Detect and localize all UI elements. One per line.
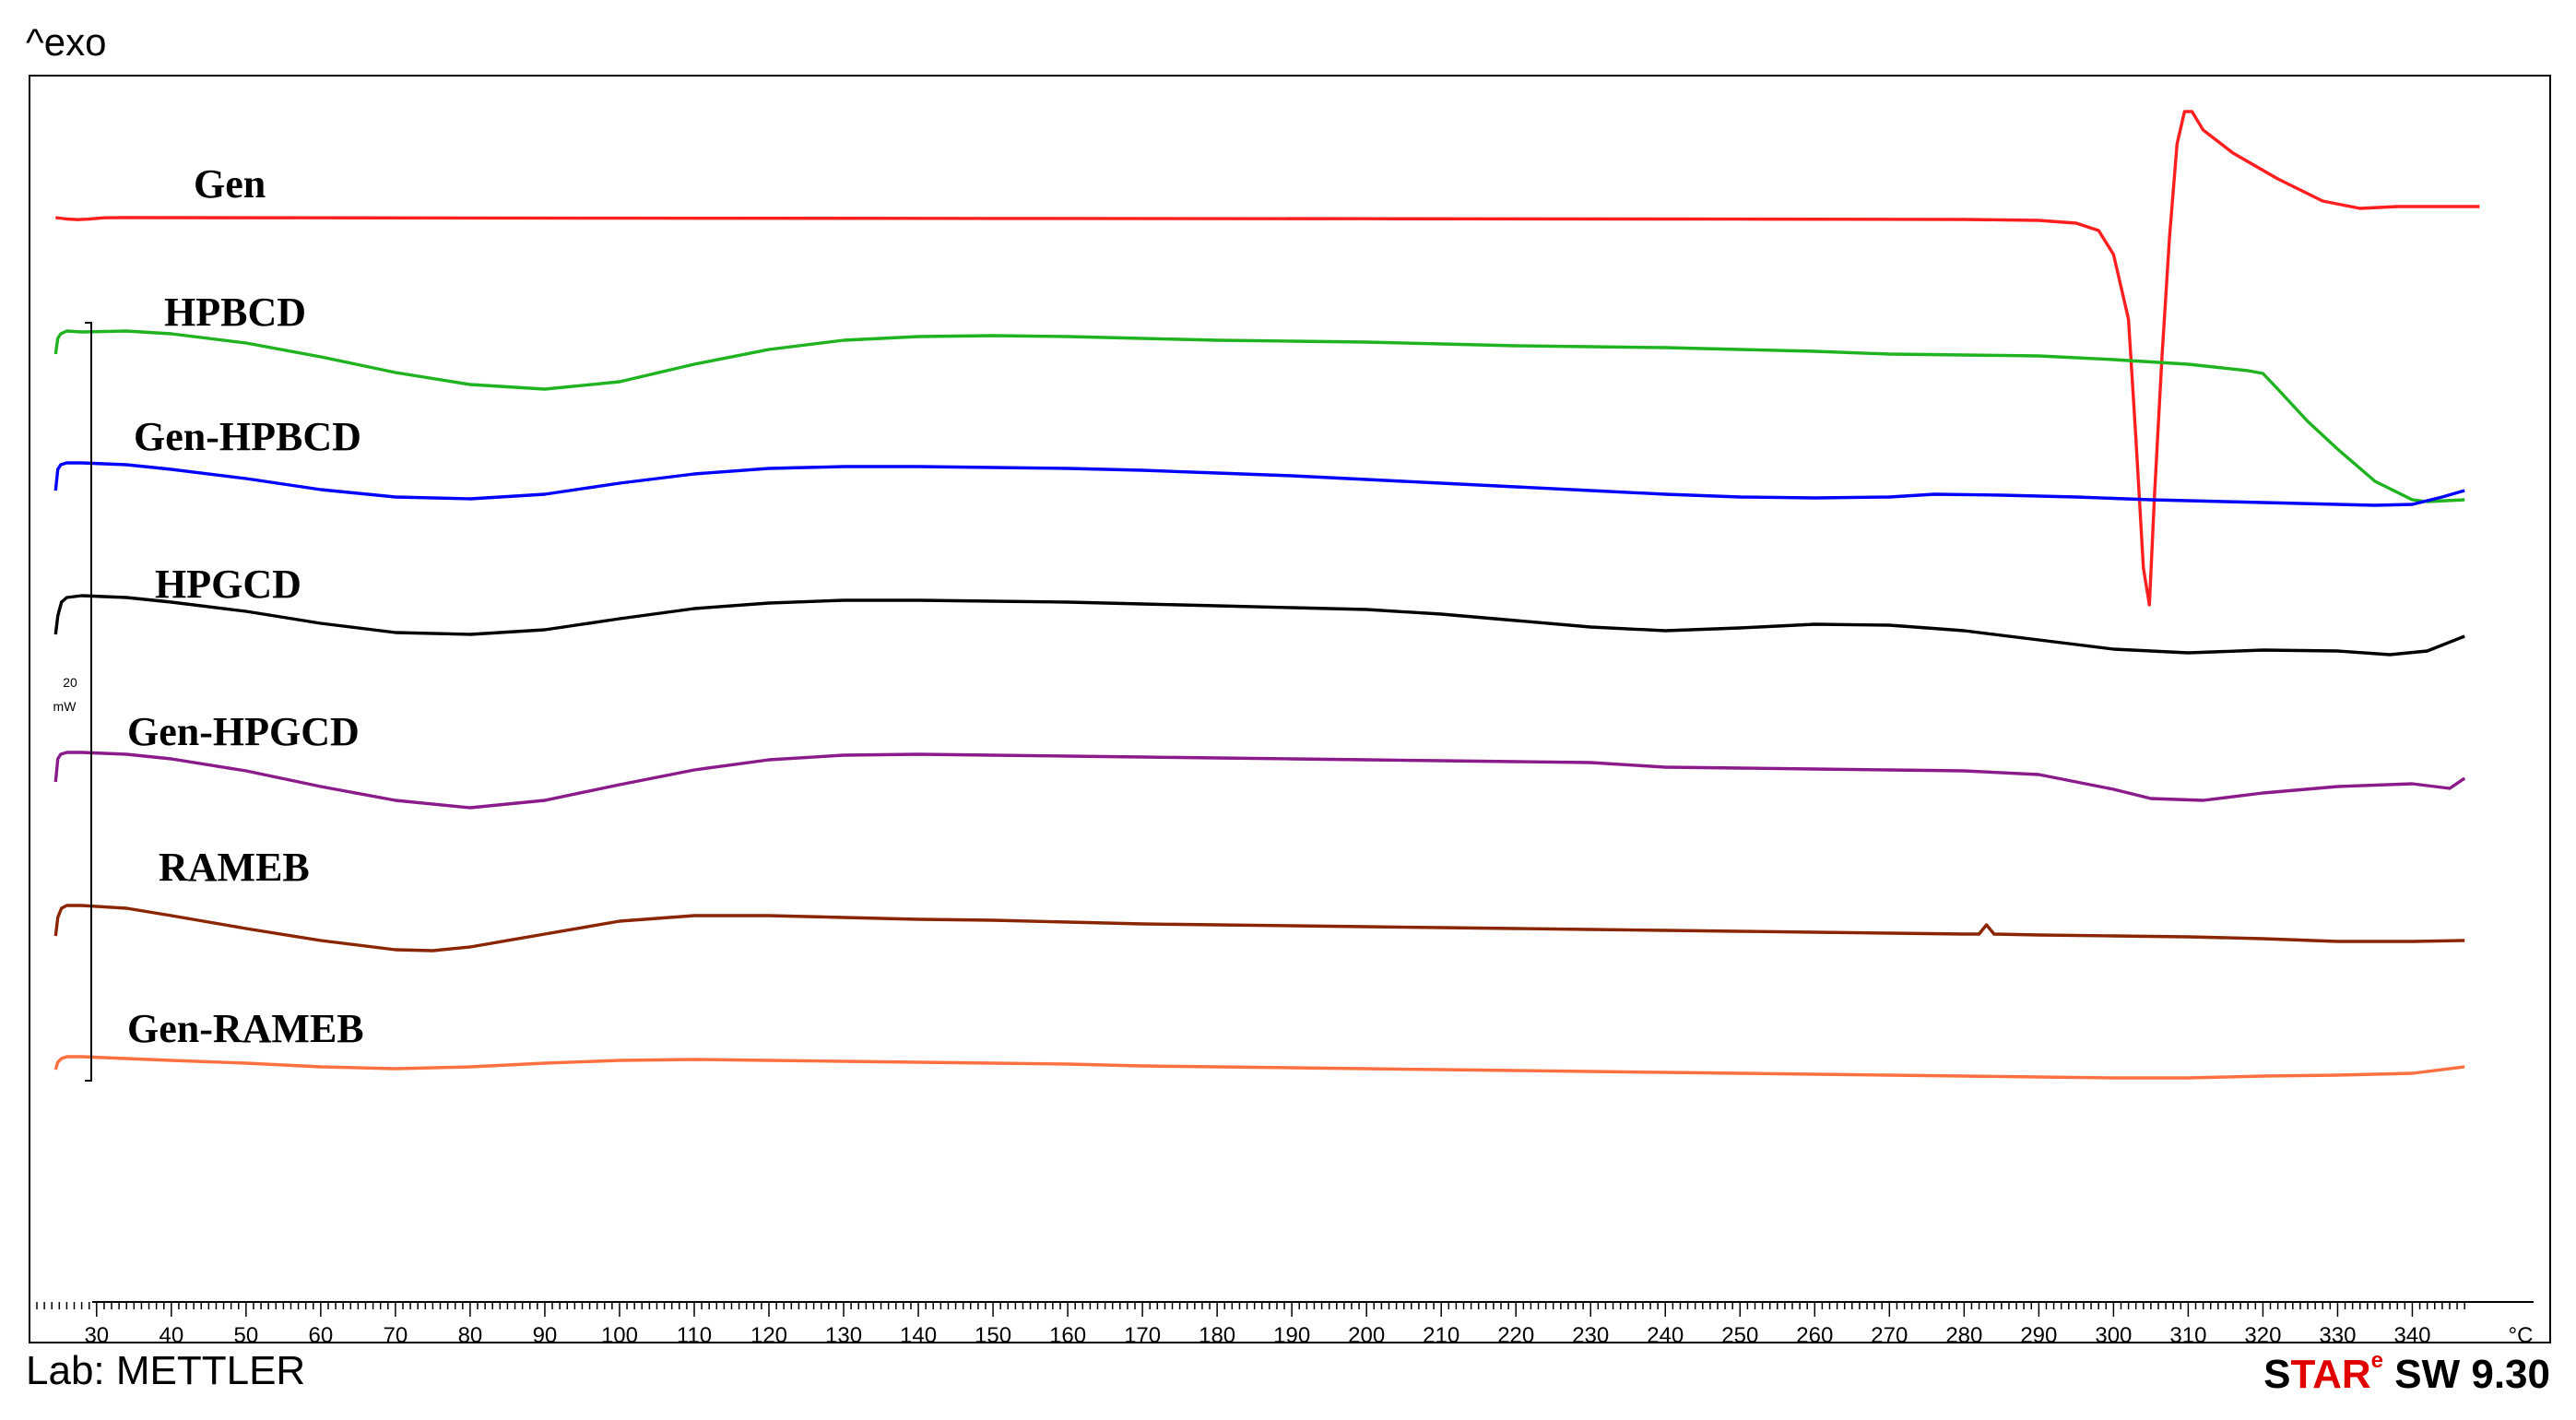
x-unit-label: °C: [2509, 1323, 2534, 1348]
x-tick-label: 210: [1423, 1323, 1459, 1348]
x-tick-label: 200: [1348, 1323, 1385, 1348]
x-tick-label: 140: [900, 1323, 937, 1348]
software-version-label: STARe SW 9.30: [2263, 1348, 2550, 1398]
plot-frame: [29, 75, 2551, 1343]
x-tick-label: 110: [677, 1323, 712, 1348]
series-label-layer: Gen HPBCD Gen-HPBCD HPGCD Gen-HPGCD RAMEB Gen-…: [127, 161, 364, 1051]
x-tick-label: 340: [2393, 1323, 2430, 1348]
x-tick-label: 310: [2169, 1323, 2206, 1348]
x-tick-label: 250: [1721, 1323, 1758, 1348]
software-suffix: SW 9.30: [2383, 1352, 2550, 1397]
software-prefix: S: [2263, 1352, 2291, 1397]
x-tick-label: 100: [601, 1323, 638, 1348]
x-tick-label: 150: [975, 1323, 1011, 1348]
series-label-gen: Gen: [194, 161, 266, 207]
software-red: TAR: [2290, 1352, 2371, 1397]
x-tick-label: 80: [458, 1323, 483, 1348]
y-scale-value: 20: [63, 675, 77, 690]
x-tick-label: 120: [750, 1323, 787, 1348]
series-label-rameb: RAMEB: [159, 845, 310, 890]
x-tick-label: 240: [1647, 1323, 1684, 1348]
series-layer: [53, 110, 2480, 1080]
series-label-hpgcd: HPGCD: [155, 562, 301, 607]
x-tick-label: 170: [1124, 1323, 1161, 1348]
x-tick-label: 280: [1945, 1323, 1982, 1348]
software-sup: e: [2370, 1348, 2384, 1373]
x-tick-label: 260: [1796, 1323, 1833, 1348]
y-scale-bar: 20 mW: [53, 322, 92, 1082]
x-tick-label: 90: [533, 1323, 558, 1348]
x-tick-label: 230: [1572, 1323, 1609, 1348]
series-line-hpbcd: [53, 329, 2465, 503]
lab-label: Lab: METTLER: [26, 1348, 306, 1393]
series-label-gen-rameb: Gen-RAMEB: [127, 1006, 364, 1051]
x-tick-label: 290: [2020, 1323, 2057, 1348]
series-label-gen-hpbcd: Gen-HPBCD: [134, 414, 361, 459]
exo-label: ^exo: [26, 20, 107, 64]
x-tick-label: 300: [2095, 1323, 2132, 1348]
x-tick-label: 190: [1273, 1323, 1310, 1348]
series-line-hpgcd: [53, 594, 2465, 657]
x-axis: 30 40 50 60 70 80 90 100 110 120 130 140 150 160 170 18…: [36, 1301, 2534, 1348]
x-tick-label: 330: [2319, 1323, 2356, 1348]
x-tick-label: 30: [84, 1323, 109, 1348]
x-tick-label: 160: [1049, 1323, 1086, 1348]
y-scale-bracket: [85, 322, 92, 1082]
series-line-gen-rameb: [53, 1055, 2465, 1080]
series-label-hpbcd: HPBCD: [164, 290, 306, 335]
x-tick-label: 40: [159, 1323, 183, 1348]
series-line-gen-hpbcd: [53, 461, 2465, 507]
y-scale-unit: mW: [53, 699, 77, 714]
series-line-gen-hpgcd: [53, 751, 2466, 810]
x-tick-label: 220: [1497, 1323, 1534, 1348]
x-tick-label: 70: [384, 1323, 408, 1348]
x-tick-label: 130: [825, 1323, 862, 1348]
x-tick-label: 50: [234, 1323, 259, 1348]
x-tick-label: 60: [309, 1323, 334, 1348]
x-tick-label: 180: [1199, 1323, 1235, 1348]
x-tick-label: 270: [1871, 1323, 1908, 1348]
series-line-gen: [55, 110, 2480, 607]
series-label-gen-hpgcd: Gen-HPGCD: [127, 709, 360, 754]
x-tick-label: 320: [2244, 1323, 2281, 1348]
series-line-rameb: [53, 904, 2465, 953]
